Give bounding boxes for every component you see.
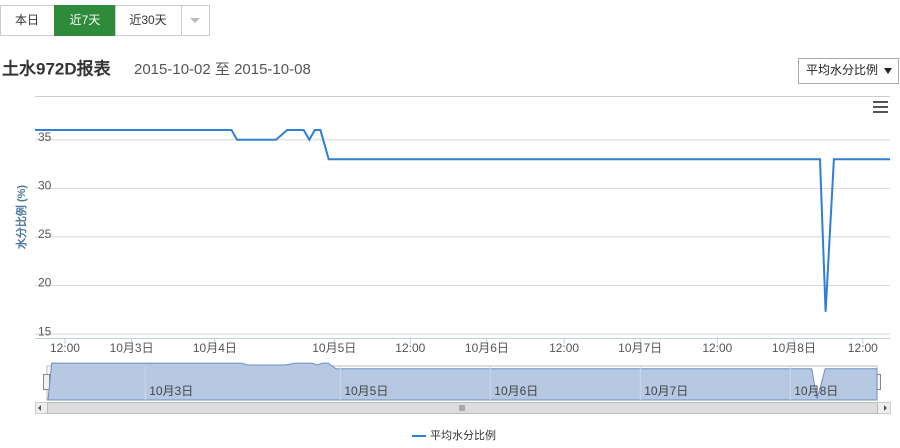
navigator-handle[interactable] (43, 374, 50, 390)
x-tick-label: 10月4日 (193, 341, 237, 355)
report-title: 土水972D报表 (2, 58, 112, 78)
tab-active[interactable] (54, 5, 116, 36)
x-tick-label: 12:00 (702, 341, 732, 355)
navigator-tick-label: 10月8日 (794, 384, 838, 398)
navigator-tick-label: 10月7日 (644, 384, 688, 398)
series-select[interactable] (798, 58, 899, 84)
y-tick-label: 25 (38, 227, 52, 241)
x-tick-label: 10月3日 (110, 341, 154, 355)
y-axis-title: 水分比例 (%) (14, 185, 28, 249)
menu-bar (873, 111, 888, 113)
x-tick-label: 10月7日 (618, 341, 662, 355)
date-range: 2015-10-02 至 2015-10-08 (134, 61, 311, 78)
menu-bar (873, 101, 888, 103)
navigator-tick-label: 10月6日 (494, 384, 538, 398)
select-label: 平均水分比例 (806, 63, 878, 77)
x-tick-label: 10月6日 (465, 341, 509, 355)
dropdown-arrow (190, 18, 200, 23)
menu-bar (873, 106, 888, 108)
x-tick-label: 10月5日 (312, 341, 356, 355)
x-tick-label: 12:00 (848, 341, 878, 355)
chart-menu[interactable] (873, 101, 888, 113)
tab[interactable] (115, 5, 182, 36)
y-tick-label: 35 (38, 130, 52, 144)
x-tick-label: 12:00 (395, 341, 425, 355)
select-arrow (884, 68, 892, 74)
tab-label: 近7天 (70, 13, 101, 27)
y-tick-label: 15 (38, 324, 52, 338)
navigator-tick-label: 10月5日 (344, 384, 388, 398)
scroll-grip (459, 405, 465, 411)
scroll-left (38, 405, 41, 411)
x-tick-label: 10月8日 (772, 341, 816, 355)
y-tick-label: 30 (38, 179, 52, 193)
navigator-tick-label: 10月3日 (149, 384, 193, 398)
scroll-right (884, 405, 887, 411)
x-tick-label: 12:00 (50, 341, 80, 355)
series-line (35, 129, 890, 312)
x-tick-label: 12:00 (549, 341, 579, 355)
legend-label: 平均水分比例 (430, 428, 496, 442)
tab-label: 本日 (15, 13, 39, 27)
tab-label: 近30天 (129, 13, 166, 27)
tab[interactable] (0, 5, 55, 36)
tab-bar: 本日 近7天 近30天 (0, 5, 210, 36)
navigator-area (47, 362, 878, 401)
y-tick-label: 20 (38, 276, 52, 290)
